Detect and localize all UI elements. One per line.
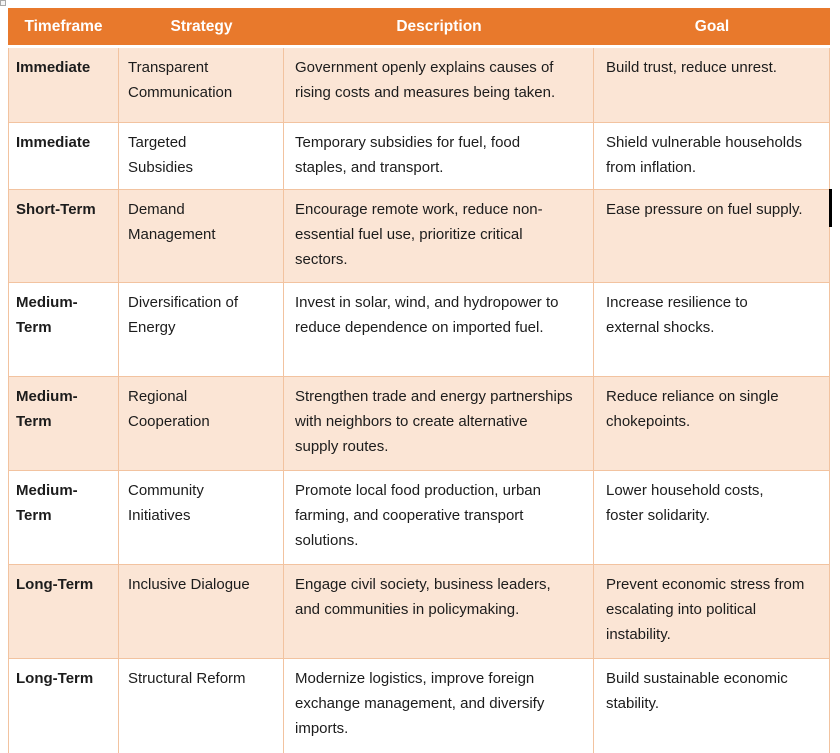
cell-strategy[interactable]: Targeted Subsidies xyxy=(119,123,284,190)
cell-strategy[interactable]: Inclusive Dialogue xyxy=(119,565,284,659)
cell-timeframe[interactable]: Medium-Term xyxy=(8,377,119,471)
cell-description[interactable]: Encourage remote work, reduce non-essent… xyxy=(284,190,594,283)
cell-description[interactable]: Temporary subsidies for fuel, food stapl… xyxy=(284,123,594,190)
cell-description[interactable]: Government openly explains causes of ris… xyxy=(284,48,594,123)
table-row: Medium-Term Diversification of Energy In… xyxy=(8,283,830,377)
header-row: Timeframe Strategy Description Goal xyxy=(8,8,830,48)
column-header-strategy[interactable]: Strategy xyxy=(119,8,284,48)
cell-description[interactable]: Invest in solar, wind, and hydropower to… xyxy=(284,283,594,377)
cell-goal[interactable]: Build trust, reduce unrest. xyxy=(594,48,830,123)
table-row: Immediate Targeted Subsidies Temporary s… xyxy=(8,123,830,190)
cell-goal[interactable]: Lower household costs, foster solidarity… xyxy=(594,471,830,565)
column-header-description[interactable]: Description xyxy=(284,8,594,48)
cell-strategy[interactable]: Community Initiatives xyxy=(119,471,284,565)
table-row: Short-Term Demand Management Encourage r… xyxy=(8,190,830,283)
cell-timeframe[interactable]: Medium-Term xyxy=(8,283,119,377)
cell-goal[interactable]: Build sustainable economic stability. xyxy=(594,659,830,753)
cell-description[interactable]: Promote local food production, urban far… xyxy=(284,471,594,565)
cell-timeframe[interactable]: Medium-Term xyxy=(8,471,119,565)
cell-description[interactable]: Modernize logistics, improve foreign exc… xyxy=(284,659,594,753)
cell-goal[interactable]: Prevent economic stress from escalating … xyxy=(594,565,830,659)
table-row: Medium-Term Regional Cooperation Strengt… xyxy=(8,377,830,471)
cell-strategy[interactable]: Regional Cooperation xyxy=(119,377,284,471)
column-header-timeframe[interactable]: Timeframe xyxy=(8,8,119,48)
cell-description[interactable]: Strengthen trade and energy partnerships… xyxy=(284,377,594,471)
strategy-table: Timeframe Strategy Description Goal Imme… xyxy=(8,8,830,753)
strategy-table-container: Timeframe Strategy Description Goal Imme… xyxy=(8,8,830,753)
cell-strategy[interactable]: Demand Management xyxy=(119,190,284,283)
cell-timeframe[interactable]: Long-Term xyxy=(8,565,119,659)
table-row: Medium-Term Community Initiatives Promot… xyxy=(8,471,830,565)
cell-timeframe[interactable]: Immediate xyxy=(8,48,119,123)
cell-strategy[interactable]: Diversification of Energy xyxy=(119,283,284,377)
table-row: Long-Term Structural Reform Modernize lo… xyxy=(8,659,830,753)
cell-goal[interactable]: Ease pressure on fuel supply. xyxy=(594,190,830,283)
cell-timeframe[interactable]: Immediate xyxy=(8,123,119,190)
cell-description[interactable]: Engage civil society, business leaders, … xyxy=(284,565,594,659)
cell-goal[interactable]: Reduce reliance on single chokepoints. xyxy=(594,377,830,471)
table-row: Immediate Transparent Communication Gove… xyxy=(8,48,830,123)
column-header-goal[interactable]: Goal xyxy=(594,8,830,48)
cell-strategy[interactable]: Transparent Communication xyxy=(119,48,284,123)
cell-goal[interactable]: Shield vulnerable households from inflat… xyxy=(594,123,830,190)
cell-strategy[interactable]: Structural Reform xyxy=(119,659,284,753)
canvas-corner-handle xyxy=(0,0,6,6)
cell-goal[interactable]: Increase resilience to external shocks. xyxy=(594,283,830,377)
cell-timeframe[interactable]: Short-Term xyxy=(8,190,119,283)
text-caret xyxy=(829,189,832,227)
table-row: Long-Term Inclusive Dialogue Engage civi… xyxy=(8,565,830,659)
cell-timeframe[interactable]: Long-Term xyxy=(8,659,119,753)
